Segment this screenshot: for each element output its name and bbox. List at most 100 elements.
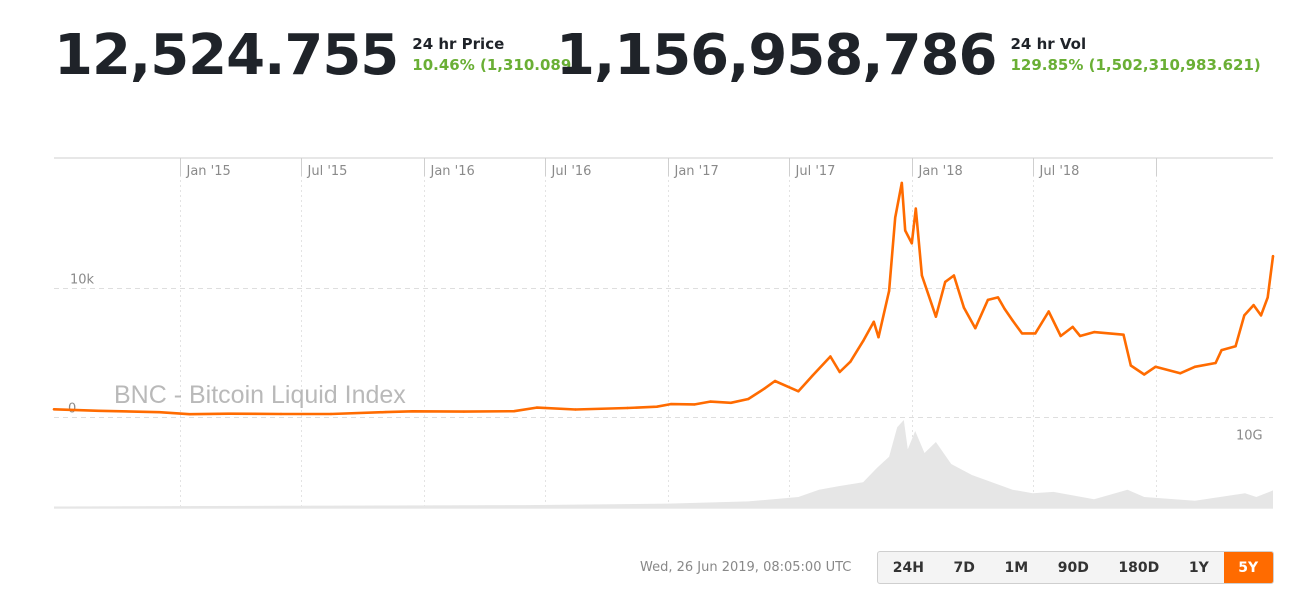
price-point [996, 296, 1000, 299]
price-point [1092, 330, 1096, 334]
price-point [887, 289, 891, 293]
price-point [904, 229, 907, 232]
volume-label: 24 hr Vol [1010, 35, 1087, 53]
price-point [872, 320, 875, 323]
volume-meta: 24 hr Vol 129.85% (1,502,310,983.621) [1010, 34, 1260, 76]
range-button-24h[interactable]: 24H [892, 559, 924, 576]
price-meta: 24 hr Price 10.46% (1,310.089) [412, 34, 578, 76]
chart-watermark: BNC - Bitcoin Liquid Index [114, 381, 406, 409]
price-point [974, 327, 977, 330]
price-point [626, 406, 629, 410]
volume-value: 1,156,958,786 [556, 23, 997, 88]
price-value: 12,524.755 [54, 23, 399, 88]
price-point [693, 403, 697, 406]
volume-change: 129.85% (1,502,310,983.621) [1010, 56, 1261, 74]
price-point [97, 409, 100, 412]
price-point [1243, 314, 1246, 317]
price-point [986, 298, 990, 302]
price-point [1011, 319, 1014, 322]
range-selector: 24H 7D 1M 90D 180D 1Y 5Y [877, 551, 1274, 584]
price-point [52, 408, 56, 411]
price-point [914, 207, 917, 210]
range-button-90d[interactable]: 90D [1057, 559, 1089, 576]
price-point [763, 387, 766, 390]
price-point [1234, 345, 1237, 348]
price-point [669, 402, 672, 406]
volume-stat: 1,156,958,786 24 hr Vol 129.85% (1,502,3… [556, 22, 1261, 90]
price-point [1047, 310, 1050, 313]
price-point [512, 410, 516, 413]
y-tick-label: 10k [70, 273, 95, 288]
price-point [894, 216, 897, 219]
price-point [188, 413, 191, 416]
volume-area [54, 420, 1273, 508]
price-point [1252, 303, 1255, 307]
price-point [1078, 334, 1082, 338]
price-point [1220, 348, 1223, 352]
x-tick-label: Jan '15 [186, 164, 231, 179]
x-tick-label: Jul '15 [307, 164, 348, 179]
price-point [384, 410, 387, 414]
price-point [861, 339, 865, 343]
price-point [729, 401, 733, 404]
price-point [952, 274, 956, 277]
price-point [535, 406, 538, 409]
price-point [1266, 296, 1269, 299]
price-point [944, 280, 947, 284]
x-tick-label: Jul '16 [551, 164, 592, 179]
range-button-1y[interactable]: 1Y [1188, 559, 1209, 576]
x-tick-label: Jul '18 [1039, 164, 1080, 179]
price-point [574, 408, 577, 411]
price-point [910, 242, 913, 245]
range-button-7d[interactable]: 7D [953, 559, 975, 576]
price-point [1271, 255, 1275, 258]
price-chart[interactable]: Jan '15 Jul '15 Jan '16 Jul '16 Jan '17 Jul '… [0, 0, 1293, 540]
range-button-1m[interactable]: 1M [1004, 559, 1029, 576]
price-point [279, 412, 283, 416]
x-tick-label: Jan '18 [918, 164, 963, 179]
price-point [1059, 334, 1062, 338]
x-tick-label: Jan '16 [430, 164, 475, 179]
price-point [900, 181, 903, 185]
price-point [849, 360, 852, 363]
chart-timestamp: Wed, 26 Jun 2019, 08:05:00 UTC [640, 560, 852, 575]
price-point [877, 336, 880, 339]
price-point [934, 315, 938, 318]
price-point [838, 370, 841, 374]
price-point [747, 397, 750, 401]
range-button-180d[interactable]: 180D [1118, 559, 1160, 576]
price-point [227, 412, 231, 415]
price-point [655, 405, 658, 408]
price-point [797, 390, 800, 393]
x-tick-label: Jan '17 [674, 164, 719, 179]
price-point [1129, 364, 1133, 367]
price-point [1020, 332, 1024, 335]
price-label: 24 hr Price [412, 35, 505, 53]
x-tick-label: Jul '17 [795, 164, 836, 179]
price-point [1154, 365, 1157, 368]
price-point [1179, 372, 1182, 375]
price-point [829, 355, 832, 358]
price-change: 10.46% (1,310.089) [412, 56, 579, 74]
price-point [1214, 361, 1217, 365]
price-stat: 12,524.755 24 hr Price 10.46% (1,310.089… [54, 22, 578, 90]
price-point [1003, 307, 1006, 311]
price-point [962, 306, 966, 309]
price-point [811, 374, 814, 377]
price-point [1193, 365, 1197, 368]
volume-tick-label: 10G [1236, 429, 1263, 444]
price-point [920, 274, 924, 277]
price-point [411, 410, 414, 413]
price-point [1259, 314, 1263, 317]
price-point [1122, 333, 1125, 336]
price-point [773, 379, 777, 383]
range-button-5y[interactable]: 5Y [1223, 552, 1273, 583]
price-point [709, 400, 712, 403]
price-point [1034, 332, 1037, 335]
price-point [1071, 325, 1074, 329]
price-point [1143, 373, 1146, 376]
price-point [158, 411, 161, 414]
price-point [462, 410, 466, 413]
price-line [52, 181, 1275, 416]
price-point [329, 412, 333, 416]
